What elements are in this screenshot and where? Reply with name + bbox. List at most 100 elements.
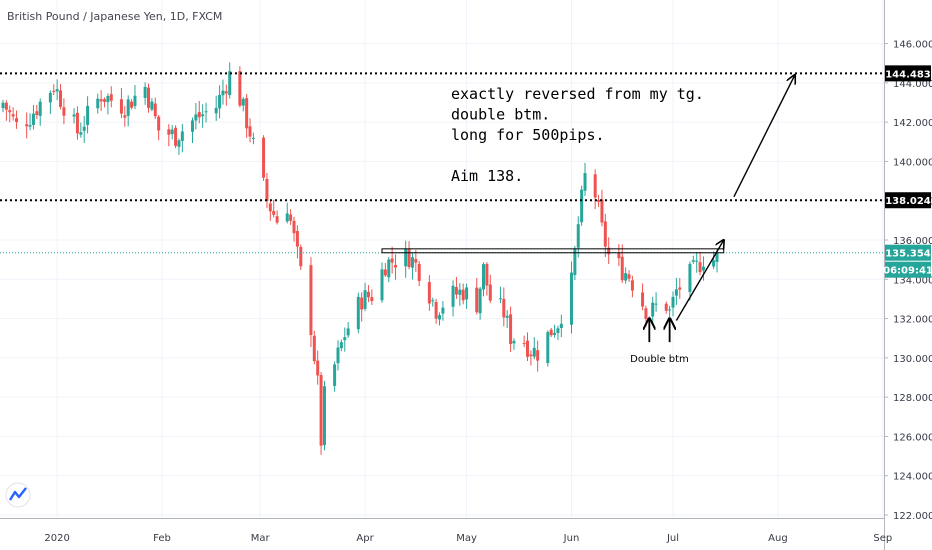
candle (343, 327, 347, 352)
candle-body (502, 298, 506, 318)
candle-body (465, 287, 469, 300)
candle (52, 84, 56, 96)
candle (620, 244, 624, 284)
candle-body (387, 259, 391, 278)
candle-body (28, 125, 32, 127)
candle-body (366, 291, 370, 298)
candle-body (461, 289, 465, 301)
candle-body (712, 260, 716, 267)
candle (79, 122, 83, 138)
candle-body (52, 90, 56, 92)
candle-body (654, 303, 658, 305)
candle (153, 97, 157, 120)
candle-body (316, 360, 320, 376)
candle-body (170, 129, 174, 134)
candle-body (383, 269, 387, 276)
candle (366, 285, 370, 303)
candle (509, 306, 513, 352)
candle (224, 84, 228, 106)
candle (617, 244, 621, 267)
candle (356, 292, 360, 334)
candle-body (59, 90, 63, 107)
candle-body (72, 114, 76, 117)
candle-body (143, 86, 147, 98)
candle (167, 124, 171, 147)
candle (109, 86, 113, 108)
candle (573, 245, 577, 281)
candle (130, 99, 134, 110)
time-tick-label: Feb (153, 533, 171, 544)
candle-body (295, 231, 299, 247)
candle-body (644, 308, 648, 319)
candle (360, 292, 364, 322)
candle-body (593, 174, 597, 198)
candle-body (201, 114, 205, 117)
candle (488, 274, 492, 304)
candle (262, 135, 266, 182)
candle (103, 97, 107, 108)
candle (475, 277, 479, 315)
candle-body (289, 214, 293, 221)
projection-arrow-1 (675, 240, 723, 321)
candle-body (438, 315, 442, 320)
candle (414, 250, 418, 272)
candle (245, 94, 249, 138)
candle (387, 256, 391, 283)
candle (370, 289, 374, 305)
candle (322, 381, 326, 451)
candle (505, 310, 509, 328)
candle-body (427, 282, 431, 304)
candle (75, 106, 79, 140)
candle-body (35, 111, 39, 116)
candle (333, 361, 337, 392)
candle (465, 283, 469, 309)
candle-body (126, 99, 130, 116)
candle-body (285, 213, 289, 222)
candle-body (553, 332, 557, 335)
candle (394, 254, 398, 280)
candle (86, 96, 90, 134)
candle-body (251, 137, 255, 139)
candle (72, 108, 76, 124)
candle (15, 110, 19, 129)
candle (133, 85, 137, 110)
candle-body (103, 99, 107, 102)
candle (55, 79, 59, 101)
candle (478, 287, 482, 320)
candle-body (133, 95, 137, 107)
candle-body (668, 309, 672, 311)
candle-body (38, 101, 42, 116)
candle (485, 262, 489, 296)
candle-body (410, 257, 414, 268)
candle (454, 276, 458, 299)
candle-body (25, 124, 29, 127)
candle (407, 241, 411, 270)
candle (312, 330, 316, 365)
candle-body (245, 98, 249, 129)
candle (157, 115, 161, 141)
candle (641, 283, 645, 311)
candle (268, 201, 272, 221)
candle (299, 244, 303, 271)
candle-body (15, 118, 19, 123)
candle (309, 257, 313, 348)
candle (48, 90, 52, 114)
candle (177, 138, 181, 155)
candle (451, 280, 455, 317)
candle (228, 62, 232, 99)
candle (96, 93, 100, 114)
candle-body (475, 287, 479, 313)
time-tick-label: Mar (251, 533, 271, 544)
candle-body (262, 137, 266, 178)
candle (441, 301, 445, 321)
candle (336, 340, 340, 371)
candle (316, 350, 320, 385)
candle (458, 283, 462, 306)
candle (569, 261, 573, 334)
double-bottom-label: Double btm (630, 354, 689, 365)
candle (438, 312, 442, 326)
candle (241, 96, 245, 112)
candle-body (360, 297, 364, 310)
candle-body (651, 302, 655, 317)
candle-body (312, 335, 316, 362)
